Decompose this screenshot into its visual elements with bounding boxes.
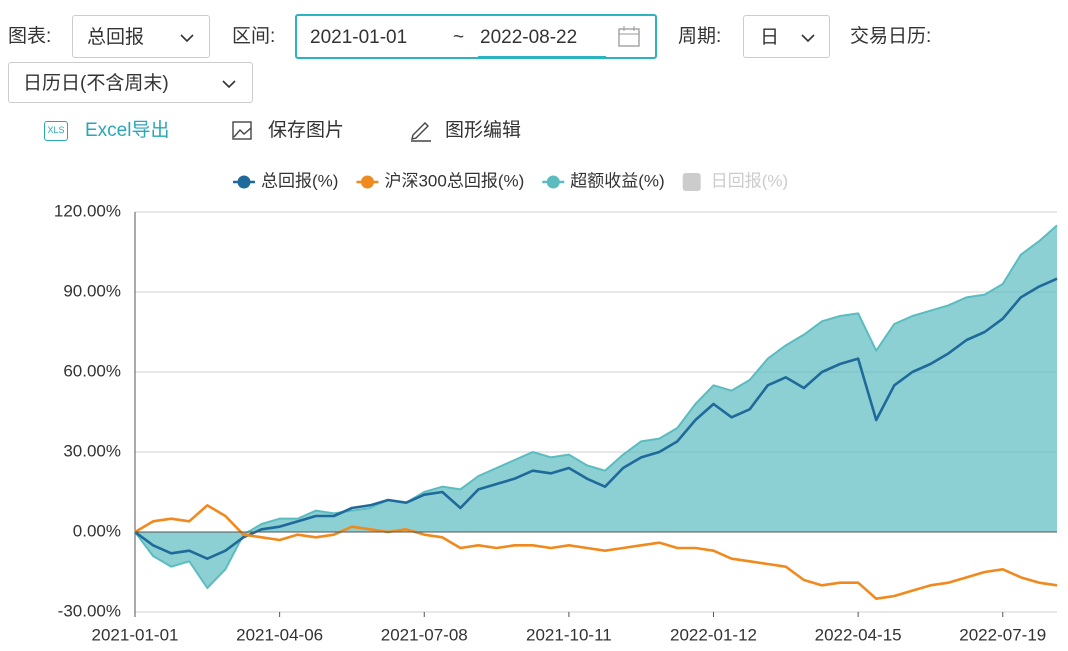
x-tick-label: 2021-07-08 [381, 625, 468, 644]
y-tick-label: 0.00% [73, 521, 121, 540]
calendar-icon [618, 26, 640, 47]
select-value: 日历日(不含周末) [23, 73, 169, 94]
series-line [134, 504, 1058, 600]
x-tick-label: 2022-01-12 [670, 625, 757, 644]
xls-icon[interactable]: XLS [44, 121, 68, 141]
calendar-select[interactable]: 日历日(不含周末) [8, 62, 253, 103]
y-tick-label: 60.00% [63, 361, 121, 380]
x-tick-label: 2022-04-15 [815, 625, 902, 644]
legend-marker [237, 175, 251, 189]
legend-marker [546, 175, 560, 189]
y-tick-label: 30.00% [63, 441, 121, 460]
active-underline [478, 56, 606, 58]
x-tick-label: 2021-04-06 [236, 625, 323, 644]
legend-label: 日回报(%) [711, 171, 788, 190]
end-date: 2022-08-22 [480, 27, 578, 48]
edit-chart[interactable]: 图形编辑 [445, 120, 522, 141]
series-line [134, 224, 1058, 589]
series-line [134, 277, 1058, 560]
x-tick-label: 2021-10-11 [526, 625, 612, 644]
range-sep: ~ [453, 27, 465, 48]
x-tick-label: 2022-07-19 [959, 625, 1046, 644]
area-fill [135, 225, 1057, 589]
period-label: 周期: [678, 26, 722, 47]
date-range[interactable]: 2021-01-01 ~ 2022-08-22 [295, 14, 657, 59]
y-tick-label: 120.00% [54, 201, 121, 220]
excel-export[interactable]: Excel导出 [85, 120, 170, 141]
image-icon [232, 121, 252, 140]
range-label: 区间: [232, 26, 276, 47]
y-tick-label: -30.00% [58, 601, 121, 620]
select-value: 日 [760, 27, 780, 48]
legend-marker [360, 175, 374, 189]
legend-marker [682, 173, 701, 191]
chevron [801, 34, 815, 43]
chevron [180, 34, 194, 43]
period-select[interactable]: 日 [743, 15, 830, 58]
calendar-label: 交易日历: [850, 26, 932, 47]
legend-label: 沪深300总回报(%) [384, 171, 524, 190]
chart-label: 图表: [8, 26, 52, 47]
save-image[interactable]: 保存图片 [268, 120, 345, 141]
chevron [222, 80, 236, 89]
select-value: 总回报 [87, 27, 145, 48]
chart-select[interactable]: 总回报 [72, 15, 210, 58]
pen-icon [411, 122, 431, 142]
legend-label: 超额收益(%) [570, 171, 664, 190]
legend-label: 总回报(%) [261, 171, 338, 190]
x-tick-label: 2021-01-01 [92, 625, 179, 644]
y-tick-label: 90.00% [63, 281, 121, 300]
start-date: 2021-01-01 [310, 27, 408, 48]
